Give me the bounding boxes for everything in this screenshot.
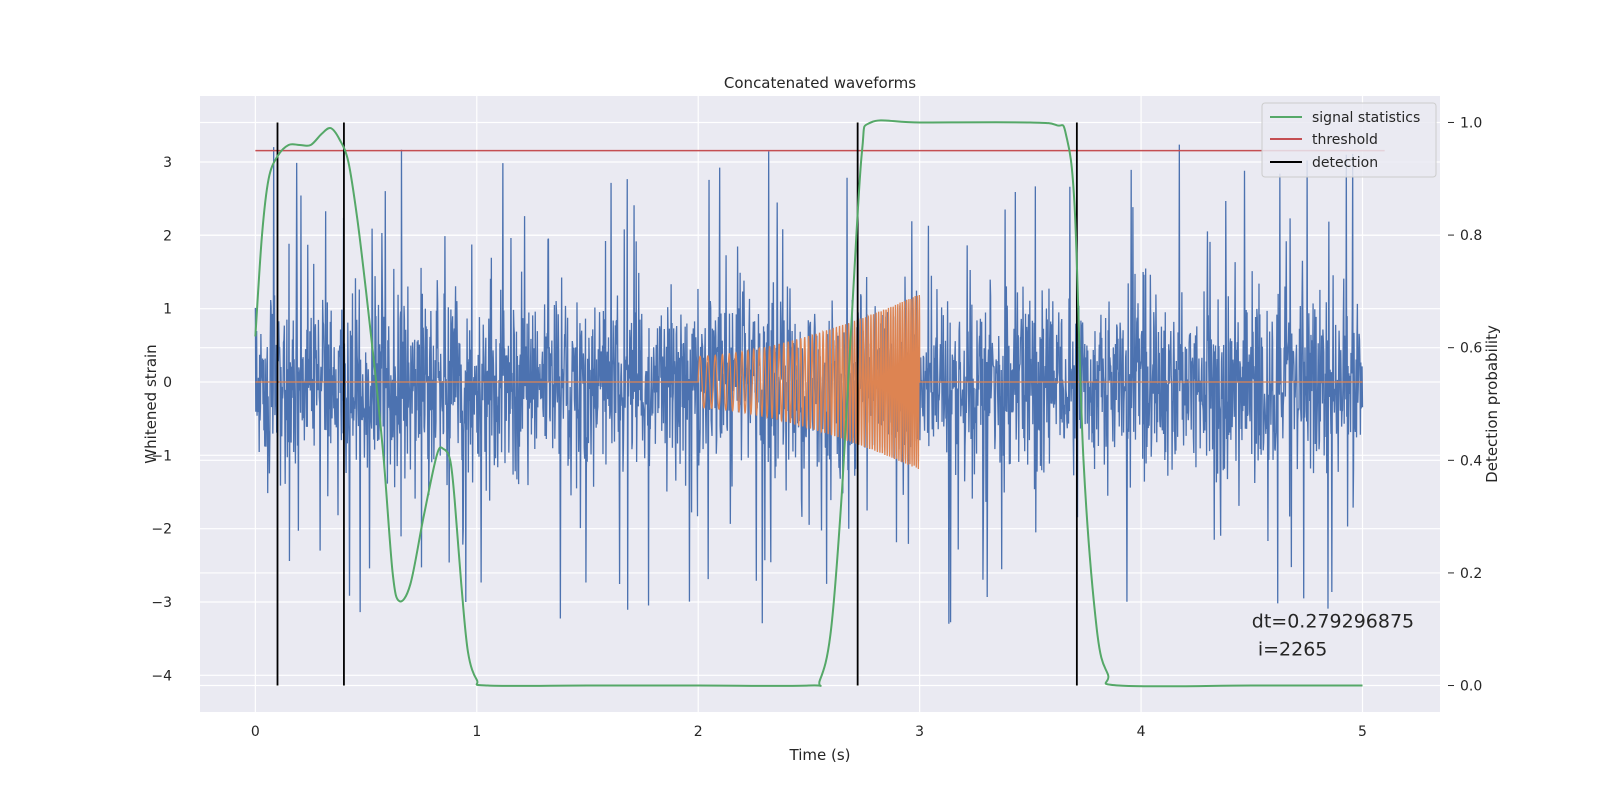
y-right-tick-label: 0.4 (1460, 453, 1482, 469)
series-strain-line (254, 144, 1364, 624)
y-left-tick-label: 3 (163, 155, 172, 171)
y-left-tick-label: 2 (163, 228, 172, 244)
y-right-tick-label: 1.0 (1460, 115, 1482, 131)
annotation: dt=0.279296875 i=2265 (1252, 611, 1414, 661)
y-left-tick-label: −4 (151, 668, 172, 684)
legend-label-detection: detection (1312, 155, 1378, 171)
y-axis-right-label: Detection probability (1483, 325, 1501, 483)
y-left-tick-label: 0 (163, 375, 172, 391)
y-right-tick-label: 0.2 (1460, 566, 1482, 582)
annotation-line-2: i=2265 (1252, 639, 1328, 661)
plot-area (254, 119, 1385, 688)
y-right-tick-label: 0.6 (1460, 341, 1482, 357)
y-left-tick-label: −2 (151, 522, 172, 538)
legend-box (1261, 102, 1437, 178)
x-axis-label: Time (s) (789, 746, 851, 764)
y-right-tick-label: 0.8 (1460, 228, 1482, 244)
left-axis-ticks: −4 −3 −2 −1 0 1 2 3 (151, 155, 172, 684)
chart-title: Concatenated waveforms (724, 74, 916, 92)
x-tick-label: 5 (1358, 724, 1367, 740)
x-tick-label: 2 (694, 724, 703, 740)
legend-label-signal-statistics: signal statistics (1312, 110, 1420, 126)
y-left-tick-label: −3 (151, 595, 172, 611)
x-tick-label: 4 (1137, 724, 1146, 740)
x-axis-ticks: 0 1 2 3 4 5 (251, 724, 1367, 740)
series-signal-statistics-line (254, 119, 1363, 688)
y-axis-left-label: Whitened strain (142, 344, 160, 463)
x-tick-label: 0 (251, 724, 260, 740)
right-axis-ticks: 0.0 0.2 0.4 0.6 0.8 1.0 (1448, 115, 1482, 695)
legend-label-threshold: threshold (1312, 132, 1378, 148)
y-left-tick-label: 1 (163, 302, 172, 318)
annotation-line-1: dt=0.279296875 (1252, 611, 1414, 633)
x-tick-label: 1 (472, 724, 481, 740)
series-injection-line (255, 294, 1363, 469)
y-right-tick-label: 0.0 (1460, 679, 1482, 695)
x-tick-label: 3 (915, 724, 924, 740)
y-left-tick-label: −1 (151, 448, 172, 464)
legend: signal statistics threshold detection (1261, 102, 1437, 178)
